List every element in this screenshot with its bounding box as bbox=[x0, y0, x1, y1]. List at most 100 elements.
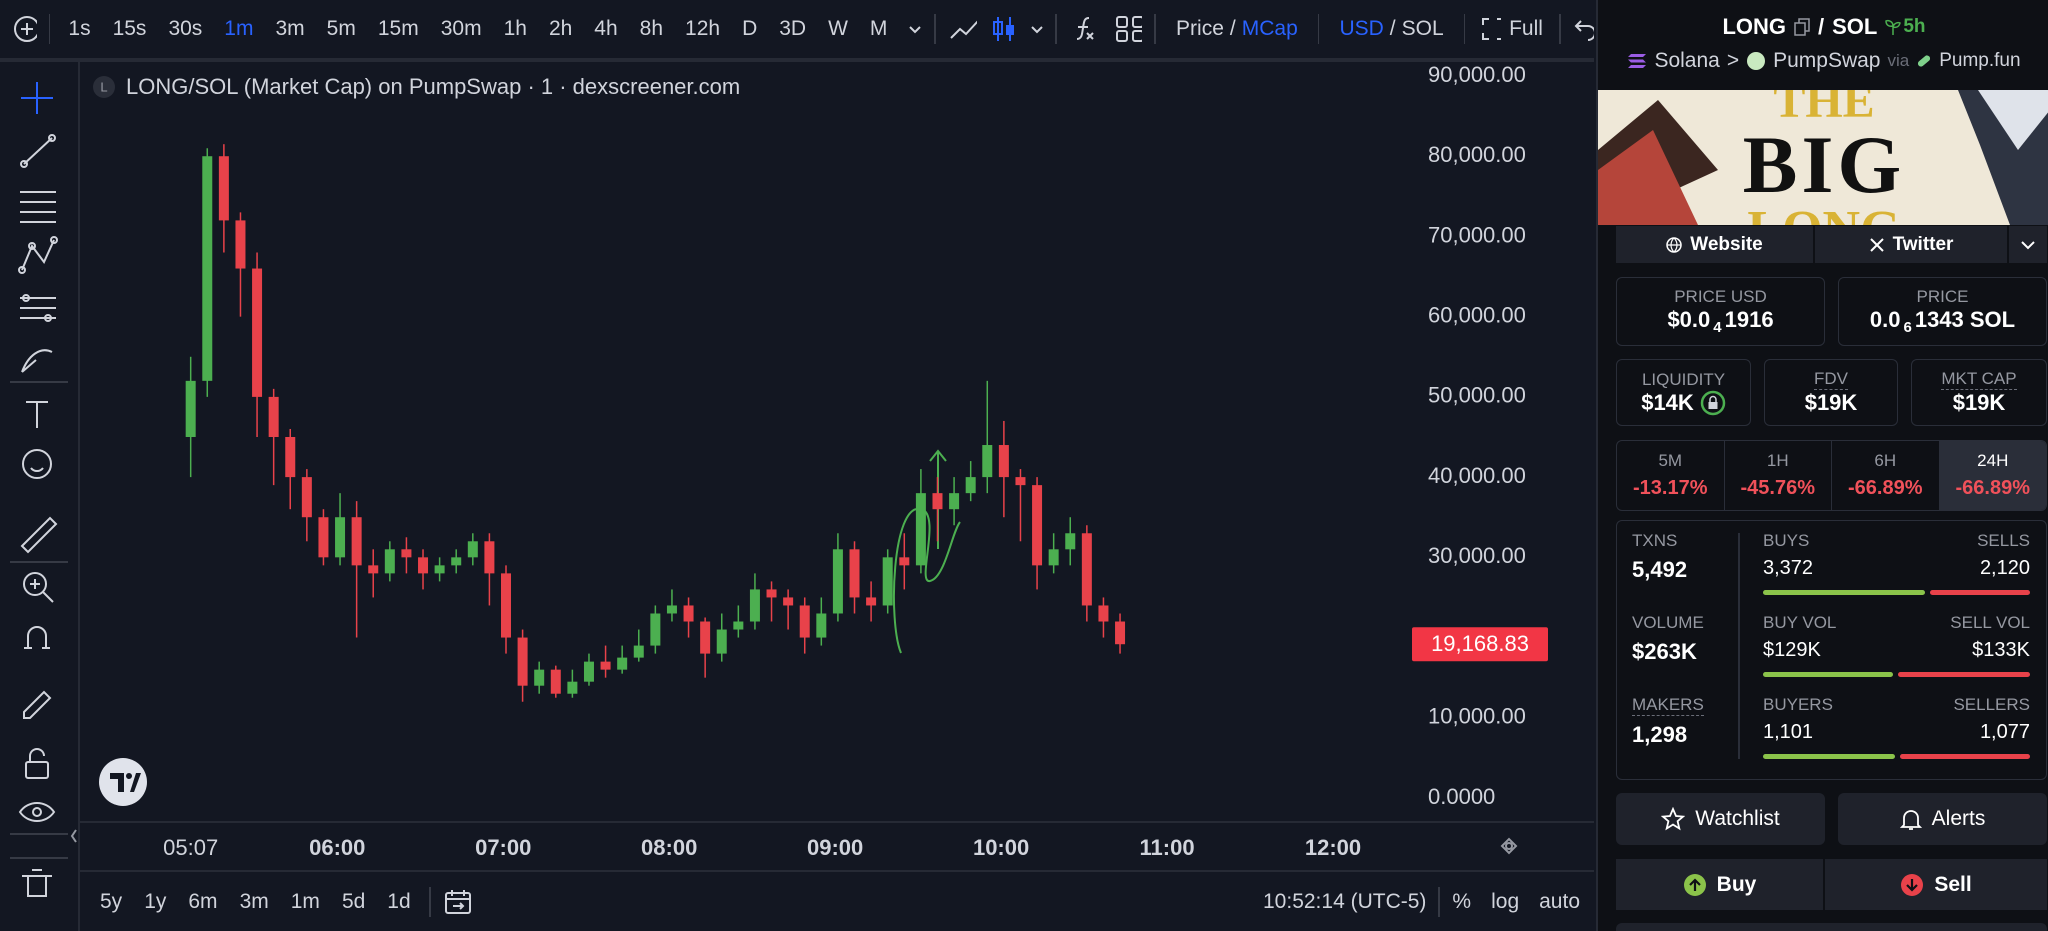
range-button[interactable]: 1m bbox=[290, 889, 320, 913]
range-button[interactable]: 5y bbox=[100, 889, 123, 913]
interval-button[interactable]: 2h bbox=[548, 17, 573, 40]
candle-body bbox=[268, 396, 279, 437]
interval-button[interactable]: 8h bbox=[639, 17, 664, 40]
chevron[interactable] bbox=[905, 19, 922, 39]
value: 2,120 bbox=[1979, 557, 2030, 579]
value: $19K bbox=[1952, 390, 2006, 415]
layout-icon[interactable] bbox=[1113, 14, 1143, 44]
volume: VOLUME $263K bbox=[1632, 613, 1704, 665]
interval-button[interactable]: 12h bbox=[685, 17, 721, 40]
range-button[interactable]: 1d bbox=[387, 889, 411, 913]
y-tick-label: 0.0000 bbox=[1428, 784, 1495, 809]
more-links[interactable] bbox=[2009, 236, 2047, 254]
candle-body bbox=[318, 517, 329, 558]
interval-button[interactable]: 3m bbox=[275, 17, 305, 40]
separator bbox=[1558, 14, 1561, 44]
auto-toggle[interactable]: auto bbox=[1539, 889, 1580, 913]
value: $129K bbox=[1763, 639, 1821, 661]
separator bbox=[1438, 886, 1441, 917]
solana-icon bbox=[1628, 54, 1647, 68]
period-label: 5M bbox=[1658, 451, 1683, 470]
value: 1,298 bbox=[1632, 722, 1688, 747]
usd-toggle[interactable]: USD bbox=[1339, 17, 1384, 40]
candle-chart-icon[interactable] bbox=[987, 14, 1017, 44]
candle-body bbox=[998, 445, 1009, 478]
website-link[interactable]: Website bbox=[1616, 226, 1815, 263]
dex-icon bbox=[1747, 52, 1766, 70]
y-tick-label: 80,000.00 bbox=[1428, 142, 1526, 167]
period-tab[interactable]: 1H -45.76% bbox=[1723, 441, 1832, 510]
range-button[interactable]: 3m bbox=[239, 889, 269, 913]
price-toggle[interactable]: Price bbox=[1176, 17, 1224, 40]
copy-icon[interactable] bbox=[1794, 18, 1810, 36]
label: MAKERS bbox=[1632, 695, 1704, 716]
sell-button[interactable]: Sell bbox=[1825, 859, 2047, 910]
interval-button[interactable]: W bbox=[828, 17, 848, 40]
candle-body bbox=[517, 637, 528, 686]
metric-card: LIQUIDITY $14K bbox=[1616, 359, 1751, 426]
log-toggle[interactable]: log bbox=[1491, 889, 1520, 913]
chart-title: LONG/SOL (Market Cap) on PumpSwap · 1 · … bbox=[126, 74, 740, 99]
candle-body bbox=[351, 517, 362, 566]
interval-button[interactable]: 15s bbox=[112, 17, 147, 40]
range-button[interactable]: 1y bbox=[144, 889, 167, 913]
interval-button[interactable]: 1h bbox=[503, 17, 527, 40]
buys-sells: BUYS SELLS 3,372 2,120 bbox=[1763, 531, 2030, 595]
price-usd-card: PRICE USD $0.0 4 1916 bbox=[1616, 277, 1825, 346]
period-tab[interactable]: 5M -13.17% bbox=[1617, 441, 1724, 510]
settings-icon[interactable] bbox=[1500, 837, 1518, 855]
add-symbol-icon[interactable] bbox=[12, 14, 37, 44]
x-tick-label: 10:00 bbox=[973, 835, 1029, 860]
candle-body bbox=[949, 493, 960, 510]
period-tab[interactable]: 6H -66.89% bbox=[1831, 441, 1939, 510]
sol-toggle[interactable]: SOL bbox=[1401, 17, 1444, 40]
label: BUY VOL bbox=[1763, 613, 1837, 632]
interval-button[interactable]: 5m bbox=[326, 17, 356, 40]
candle-body bbox=[451, 557, 462, 566]
drawing-tools[interactable] bbox=[0, 62, 78, 931]
interval-button[interactable]: 4h bbox=[594, 17, 618, 40]
candle-body bbox=[418, 557, 429, 574]
value: 1,077 bbox=[1979, 721, 2030, 743]
interval-button[interactable]: 1m bbox=[224, 17, 254, 40]
launchpad[interactable]: Pump.fun bbox=[1939, 50, 2021, 71]
label: SELL VOL bbox=[1950, 613, 2030, 632]
interval-button[interactable]: 15m bbox=[377, 17, 419, 40]
candle-body bbox=[683, 605, 694, 622]
line-chart-icon[interactable] bbox=[948, 14, 978, 44]
x-tick-label: 08:00 bbox=[641, 835, 697, 860]
percent-toggle[interactable]: % bbox=[1452, 889, 1472, 913]
chevron[interactable] bbox=[1027, 19, 1043, 39]
period-tab[interactable]: 24H -66.89% bbox=[1938, 441, 2046, 510]
fullscreen-button[interactable]: Full bbox=[1509, 17, 1543, 40]
interval-button[interactable]: 3D bbox=[779, 17, 807, 40]
range-button[interactable]: 5d bbox=[341, 889, 366, 913]
alerts-button[interactable]: Alerts bbox=[1838, 793, 2047, 845]
mcap-toggle[interactable]: MCap bbox=[1241, 17, 1298, 40]
links-row: Website Twitter bbox=[1616, 226, 2047, 263]
interval-button[interactable]: 30s bbox=[168, 17, 203, 40]
value-digits: 1916 bbox=[1724, 306, 1774, 332]
interval-button[interactable]: 30m bbox=[440, 17, 482, 40]
goto-date-icon[interactable] bbox=[443, 888, 473, 916]
value-prefix: $0.0 bbox=[1667, 306, 1711, 332]
twitter-link[interactable]: Twitter bbox=[1815, 226, 2009, 263]
indicators-icon[interactable] bbox=[1069, 14, 1099, 44]
via: via bbox=[1887, 51, 1910, 70]
range-button[interactable]: 6m bbox=[188, 889, 218, 913]
pair-separator: / bbox=[1818, 14, 1825, 39]
candle-body bbox=[1015, 477, 1026, 486]
undo-icon[interactable] bbox=[1573, 17, 1595, 41]
buy-button[interactable]: Buy bbox=[1616, 859, 1825, 910]
chain: Solana bbox=[1654, 49, 1720, 72]
candle-body bbox=[501, 573, 511, 638]
interval-button[interactable]: 1s bbox=[68, 17, 91, 40]
interval-button[interactable]: M bbox=[869, 17, 888, 40]
watchlist-button[interactable]: Watchlist bbox=[1616, 793, 1825, 845]
value: 5,492 bbox=[1632, 557, 1688, 582]
interval-button[interactable]: D bbox=[742, 17, 758, 40]
label: TXNS bbox=[1632, 531, 1678, 550]
fullscreen-icon[interactable] bbox=[1481, 17, 1502, 41]
banner: THE BIG LONG bbox=[1598, 90, 2048, 225]
value: 1,101 bbox=[1763, 721, 1814, 743]
